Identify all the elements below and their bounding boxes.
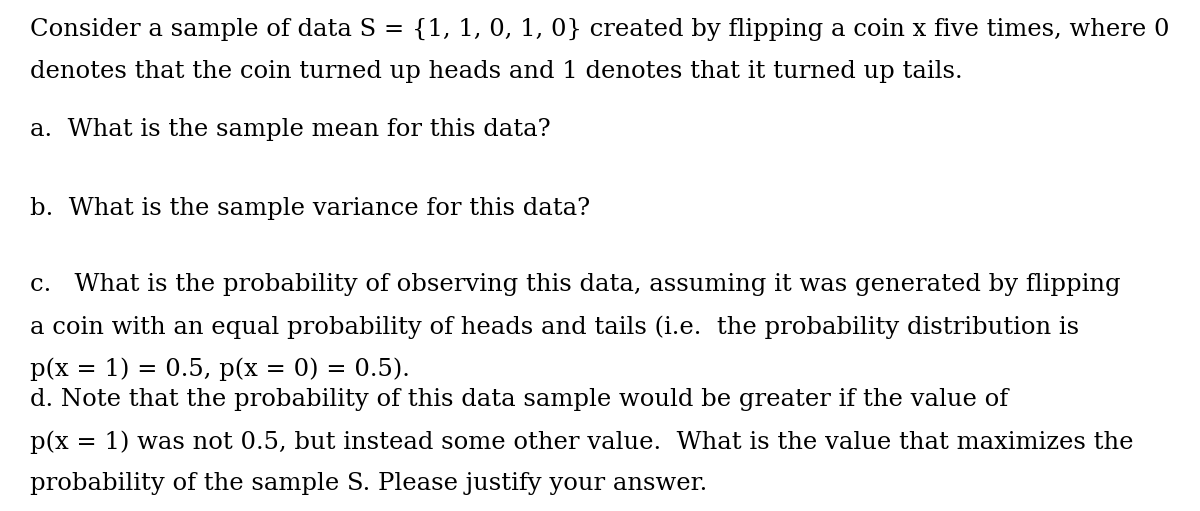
Text: a.  What is the sample mean for this data?: a. What is the sample mean for this data… — [30, 118, 551, 141]
Text: p(x = 1) was not 0.5, but instead some other value.  What is the value that maxi: p(x = 1) was not 0.5, but instead some o… — [30, 430, 1134, 454]
Text: b.  What is the sample variance for this data?: b. What is the sample variance for this … — [30, 197, 590, 220]
Text: c.   What is the probability of observing this data, assuming it was generated b: c. What is the probability of observing … — [30, 273, 1121, 296]
Text: denotes that the coin turned up heads and 1 denotes that it turned up tails.: denotes that the coin turned up heads an… — [30, 60, 962, 83]
Text: probability of the sample S. Please justify your answer.: probability of the sample S. Please just… — [30, 472, 707, 495]
Text: p(x = 1) = 0.5, p(x = 0) = 0.5).: p(x = 1) = 0.5, p(x = 0) = 0.5). — [30, 357, 410, 381]
Text: a coin with an equal probability of heads and tails (i.e.  the probability distr: a coin with an equal probability of head… — [30, 315, 1079, 339]
Text: d. Note that the probability of this data sample would be greater if the value o: d. Note that the probability of this dat… — [30, 388, 1008, 411]
Text: Consider a sample of data S = {1, 1, 0, 1, 0} created by flipping a coin x five : Consider a sample of data S = {1, 1, 0, … — [30, 18, 1170, 41]
